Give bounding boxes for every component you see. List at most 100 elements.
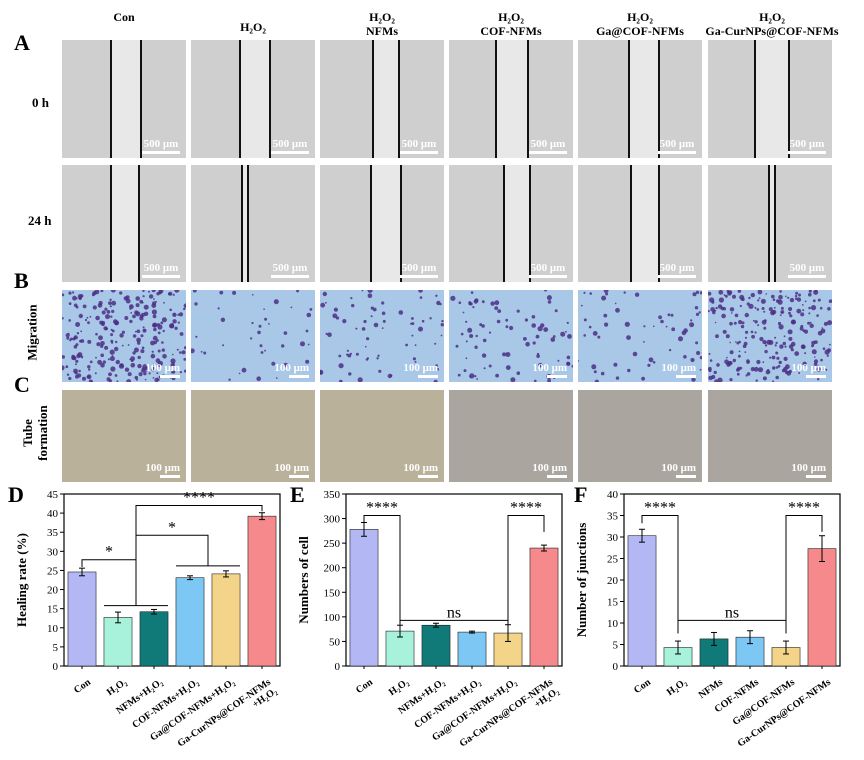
- scratch-gap: [630, 165, 658, 282]
- plot-frame: [623, 493, 841, 667]
- wound-edge-line: [658, 40, 660, 158]
- column-header-line1: H₂O₂: [498, 10, 524, 24]
- migrated-cell: [626, 335, 631, 340]
- migrated-cell: [817, 330, 823, 336]
- migrated-cell: [68, 302, 72, 305]
- scale-bar-line: [529, 275, 567, 278]
- migrated-cell: [84, 318, 88, 322]
- column-header: Con: [62, 10, 186, 24]
- migrated-cell: [738, 320, 743, 325]
- migrated-cell: [603, 290, 609, 294]
- migrated-cell: [418, 290, 423, 293]
- migrated-cell: [763, 326, 767, 330]
- migrated-cell: [789, 314, 793, 318]
- migrated-cell: [357, 377, 363, 382]
- migrated-cell: [683, 355, 687, 359]
- migrated-cell: [816, 314, 819, 317]
- scratch-gap: [110, 40, 140, 158]
- scale-bar-label: 100 μm: [532, 462, 567, 474]
- migrated-cell: [142, 290, 145, 293]
- bar-charts: 0 5 10 15 20 25 30 35 40 45 Healing rate (%) Con H₂O…: [14, 489, 841, 749]
- migrated-cell: [762, 361, 765, 364]
- scale-bar-line: [418, 375, 438, 378]
- migrated-cell: [306, 312, 312, 318]
- migrated-cell: [812, 299, 816, 303]
- column-header: H₂O₂ NFMs: [320, 10, 444, 38]
- migrated-cell: [118, 363, 125, 369]
- migrated-cell: [648, 357, 654, 363]
- migrated-cell: [465, 340, 468, 343]
- migrated-cell: [195, 335, 198, 338]
- migrated-cell: [111, 329, 115, 333]
- migrated-cell: [771, 355, 776, 360]
- migrated-cell: [825, 369, 828, 371]
- x-tick-label: Con: [354, 677, 375, 696]
- migrated-cell: [116, 380, 119, 382]
- migrated-cell: [566, 321, 569, 324]
- migrated-cell: [259, 344, 263, 348]
- migrated-cell: [94, 290, 100, 295]
- wound-edge-line: [754, 40, 756, 158]
- tube-formation-image: 100 μm: [191, 390, 315, 482]
- migrated-cell: [129, 319, 133, 324]
- y-tick-label: 350: [324, 489, 341, 501]
- y-tick-label: 100: [324, 612, 341, 624]
- wound-edge-line: [140, 40, 142, 158]
- migrated-cell: [605, 292, 609, 296]
- row-label-24h: 24 h: [28, 213, 52, 228]
- migrated-cell: [139, 316, 144, 321]
- migrated-cell: [129, 307, 132, 310]
- migrated-cell: [817, 298, 821, 302]
- significance-bracket: [135, 504, 263, 606]
- migrated-cell: [73, 335, 78, 340]
- migrated-cell: [615, 307, 620, 313]
- migrated-cell: [691, 377, 696, 382]
- plot-frame: [63, 493, 281, 667]
- migrated-cell: [780, 311, 783, 314]
- migrated-cell: [689, 322, 695, 328]
- migrated-cell: [148, 290, 150, 293]
- migrated-cell: [82, 376, 86, 381]
- migrated-cell: [136, 337, 141, 343]
- migrated-cell: [794, 294, 798, 298]
- migrated-cell: [144, 378, 147, 381]
- migrated-cell: [264, 317, 268, 321]
- migrated-cell: [470, 291, 474, 294]
- wound-edge-line: [269, 40, 271, 158]
- wound-edge-line: [398, 40, 400, 158]
- migrated-cell: [827, 307, 831, 311]
- migrated-cell: [713, 370, 717, 375]
- x-tick-label-line: H₂O₂: [105, 677, 129, 698]
- migrated-cell: [75, 343, 79, 347]
- migrated-cell: [782, 341, 786, 346]
- y-tick-label: 250: [324, 538, 341, 550]
- migrated-cell: [194, 302, 198, 306]
- y-tick-label: 45: [47, 489, 59, 501]
- migrated-cell: [601, 295, 607, 301]
- scale-bar-line: [658, 151, 696, 154]
- migrated-cell: [457, 373, 461, 377]
- migrated-cell: [465, 320, 468, 323]
- scale-bar-label: 500 μm: [789, 138, 825, 150]
- migrated-cell: [307, 343, 310, 346]
- migrated-cell: [105, 314, 110, 320]
- scale-bar-label: 100 μm: [274, 462, 309, 474]
- scale-bar-label: 100 μm: [274, 362, 309, 374]
- migrated-cell: [135, 330, 137, 333]
- migrated-cell: [127, 344, 130, 346]
- scale-bar: 500 μm: [658, 138, 696, 154]
- migrated-cell: [151, 367, 156, 372]
- y-tick-label: 35: [607, 511, 619, 523]
- migrated-cell: [70, 337, 73, 341]
- migrated-cell: [110, 366, 116, 372]
- scale-bar: 100 μm: [791, 362, 826, 378]
- wound-edge-line: [495, 40, 497, 158]
- migrated-cell: [419, 296, 423, 299]
- significance-bracket: [641, 515, 679, 634]
- migrated-cell: [351, 303, 355, 308]
- migrated-cell: [157, 349, 161, 353]
- migrated-cell: [124, 316, 129, 320]
- migrated-cell: [75, 363, 77, 366]
- migrated-cell: [791, 319, 796, 325]
- migrated-cell: [732, 294, 736, 299]
